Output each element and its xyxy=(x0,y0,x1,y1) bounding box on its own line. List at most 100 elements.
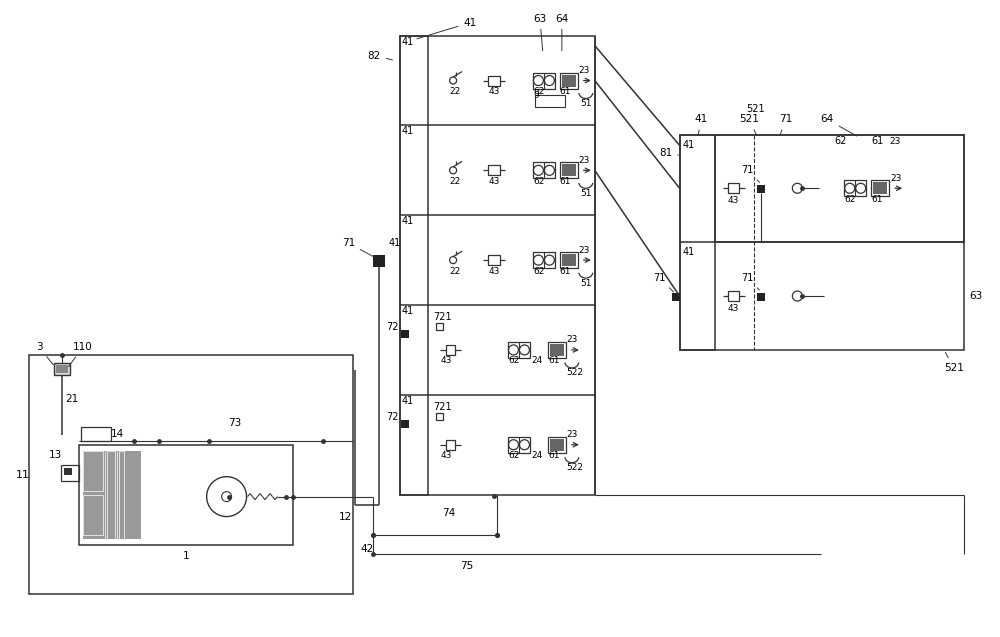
Text: 64: 64 xyxy=(555,13,568,51)
Bar xyxy=(844,180,866,196)
Text: 43: 43 xyxy=(440,357,452,366)
Bar xyxy=(373,255,385,267)
Bar xyxy=(56,365,68,373)
Bar xyxy=(548,437,566,453)
Bar xyxy=(401,330,409,338)
Text: 43: 43 xyxy=(489,177,500,186)
Bar xyxy=(83,451,141,538)
Bar xyxy=(401,420,409,428)
Text: 61: 61 xyxy=(871,136,883,147)
Bar xyxy=(715,136,964,242)
Bar xyxy=(562,164,576,176)
Bar xyxy=(550,344,564,356)
Text: 43: 43 xyxy=(728,303,739,313)
Bar xyxy=(560,73,578,89)
Text: 62: 62 xyxy=(844,195,856,204)
Text: 62: 62 xyxy=(834,136,847,147)
Text: 41: 41 xyxy=(401,306,413,316)
Text: 22: 22 xyxy=(449,87,460,96)
Bar xyxy=(83,494,103,534)
Bar xyxy=(672,293,680,301)
Text: 43: 43 xyxy=(728,196,739,204)
Bar xyxy=(508,437,530,453)
Text: 62: 62 xyxy=(533,267,544,276)
Text: 62: 62 xyxy=(533,177,544,186)
Text: 21: 21 xyxy=(65,394,78,404)
Text: 75: 75 xyxy=(460,561,473,571)
Text: 71: 71 xyxy=(741,166,759,182)
Text: 23: 23 xyxy=(579,156,590,165)
Bar xyxy=(728,183,739,193)
Text: 721: 721 xyxy=(433,312,452,322)
Text: 23: 23 xyxy=(579,246,590,255)
Bar xyxy=(533,162,555,178)
Text: 71: 71 xyxy=(342,238,374,257)
Text: 61: 61 xyxy=(560,87,571,96)
Bar xyxy=(400,36,428,494)
Text: 41: 41 xyxy=(683,140,695,150)
Bar xyxy=(400,36,595,494)
Text: 61: 61 xyxy=(560,267,571,276)
Text: 74: 74 xyxy=(442,508,455,518)
Text: 72: 72 xyxy=(386,322,399,332)
Text: 43: 43 xyxy=(489,87,500,96)
Bar xyxy=(446,345,455,355)
Text: 521: 521 xyxy=(944,352,964,373)
Bar xyxy=(873,182,887,194)
Bar xyxy=(83,451,103,490)
Bar xyxy=(488,255,500,265)
Text: 11: 11 xyxy=(16,469,30,480)
Text: 61: 61 xyxy=(548,357,559,366)
Text: 61: 61 xyxy=(548,451,559,460)
Bar xyxy=(436,323,443,330)
Text: 110: 110 xyxy=(69,342,93,367)
Bar xyxy=(81,427,111,441)
Text: 61: 61 xyxy=(560,177,571,186)
Text: 71: 71 xyxy=(779,115,792,135)
Text: 43: 43 xyxy=(440,451,452,460)
Text: 521: 521 xyxy=(746,104,765,115)
Bar xyxy=(560,252,578,268)
Bar xyxy=(107,451,115,538)
Text: 51: 51 xyxy=(580,99,591,108)
Text: 1: 1 xyxy=(182,552,189,561)
Text: 71: 71 xyxy=(741,273,759,290)
Text: 41: 41 xyxy=(683,247,695,257)
Text: 82: 82 xyxy=(368,50,393,61)
Bar xyxy=(728,291,739,301)
Bar xyxy=(436,413,443,420)
Text: 81: 81 xyxy=(659,148,679,159)
Bar xyxy=(562,254,576,266)
Text: 73: 73 xyxy=(229,418,242,428)
Bar xyxy=(680,136,964,350)
Text: 23: 23 xyxy=(889,137,901,146)
Text: 13: 13 xyxy=(49,450,62,460)
Text: 42: 42 xyxy=(360,545,374,554)
Bar xyxy=(29,355,353,594)
Text: 61: 61 xyxy=(871,195,883,204)
Bar xyxy=(533,73,555,89)
Bar xyxy=(79,445,293,545)
Text: 3: 3 xyxy=(36,342,53,365)
Text: 522: 522 xyxy=(566,463,583,472)
Text: 23: 23 xyxy=(890,174,902,183)
Bar xyxy=(119,451,124,538)
Text: 721: 721 xyxy=(433,402,452,412)
Bar xyxy=(488,166,500,175)
Text: 24: 24 xyxy=(531,451,542,460)
Text: 64: 64 xyxy=(821,115,857,136)
Text: 14: 14 xyxy=(111,429,124,439)
Text: 43: 43 xyxy=(489,267,500,276)
Bar xyxy=(535,96,565,108)
Bar xyxy=(446,440,455,450)
Text: 41: 41 xyxy=(401,126,413,136)
Bar xyxy=(533,252,555,268)
Text: 24: 24 xyxy=(531,357,542,366)
Text: 41: 41 xyxy=(401,396,413,406)
Bar xyxy=(871,180,889,196)
Bar xyxy=(757,293,765,301)
Text: 63: 63 xyxy=(533,13,547,51)
Bar xyxy=(61,464,79,481)
Text: 72: 72 xyxy=(386,412,399,422)
Text: 51: 51 xyxy=(580,278,591,287)
